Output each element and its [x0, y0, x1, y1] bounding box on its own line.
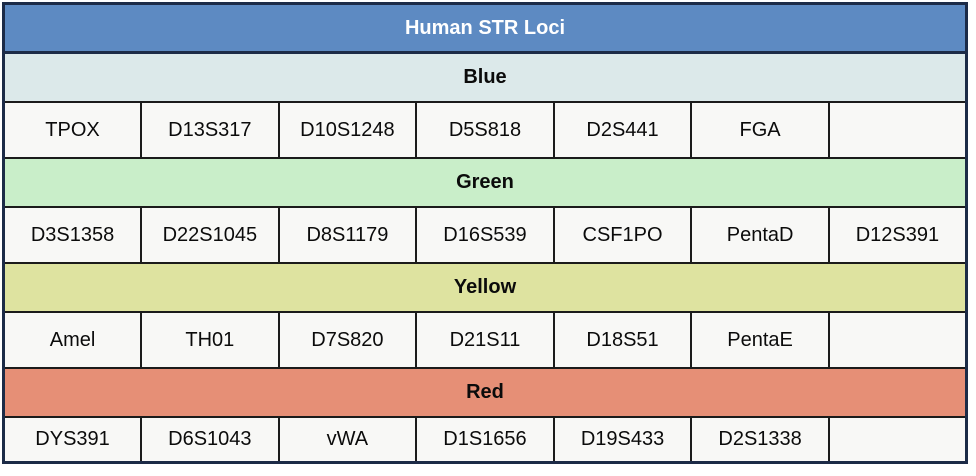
locus-cell: vWA	[277, 416, 418, 464]
loci-row-blue: TPOX D13S317 D10S1248 D5S818 D2S441 FGA	[2, 101, 968, 159]
section-header-blue: Blue	[2, 51, 968, 103]
locus-cell: D13S317	[140, 101, 280, 159]
locus-cell: D10S1248	[277, 101, 418, 159]
loci-row-green: D3S1358 D22S1045 D8S1179 D16S539 CSF1PO …	[2, 206, 968, 264]
locus-cell: TPOX	[2, 101, 143, 159]
title-row: Human STR Loci	[2, 2, 968, 54]
section-row-green: Green	[2, 157, 968, 208]
page: Human STR Loci Blue TPOX D13S317 D10S124…	[2, 2, 968, 464]
locus-cell: FGA	[690, 101, 830, 159]
section-header-yellow: Yellow	[2, 262, 968, 313]
locus-cell: DYS391	[2, 416, 143, 464]
locus-cell: TH01	[140, 311, 280, 369]
locus-cell: D2S1338	[690, 416, 830, 464]
locus-cell: D6S1043	[140, 416, 280, 464]
section-row-yellow: Yellow	[2, 262, 968, 313]
loci-row-yellow: Amel TH01 D7S820 D21S11 D18S51 PentaE	[2, 311, 968, 369]
locus-cell: D1S1656	[415, 416, 555, 464]
table-title: Human STR Loci	[2, 2, 968, 54]
locus-cell-empty	[827, 101, 968, 159]
locus-cell: D18S51	[552, 311, 693, 369]
locus-cell: D5S818	[415, 101, 555, 159]
locus-cell: D12S391	[827, 206, 968, 264]
str-loci-table: Human STR Loci Blue TPOX D13S317 D10S124…	[2, 2, 968, 464]
section-header-red: Red	[2, 367, 968, 418]
locus-cell: D21S11	[415, 311, 555, 369]
locus-cell: Amel	[2, 311, 143, 369]
locus-cell: D22S1045	[140, 206, 280, 264]
locus-cell: D8S1179	[277, 206, 418, 264]
locus-cell: PentaE	[690, 311, 830, 369]
section-header-green: Green	[2, 157, 968, 208]
locus-cell: D7S820	[277, 311, 418, 369]
locus-cell-empty	[827, 311, 968, 369]
locus-cell: PentaD	[690, 206, 830, 264]
locus-cell: D16S539	[415, 206, 555, 264]
locus-cell: D19S433	[552, 416, 693, 464]
locus-cell: D2S441	[552, 101, 693, 159]
locus-cell-empty	[827, 416, 968, 464]
loci-row-red: DYS391 D6S1043 vWA D1S1656 D19S433 D2S13…	[2, 416, 968, 464]
section-row-red: Red	[2, 367, 968, 418]
section-row-blue: Blue	[2, 51, 968, 103]
locus-cell: CSF1PO	[552, 206, 693, 264]
locus-cell: D3S1358	[2, 206, 143, 264]
